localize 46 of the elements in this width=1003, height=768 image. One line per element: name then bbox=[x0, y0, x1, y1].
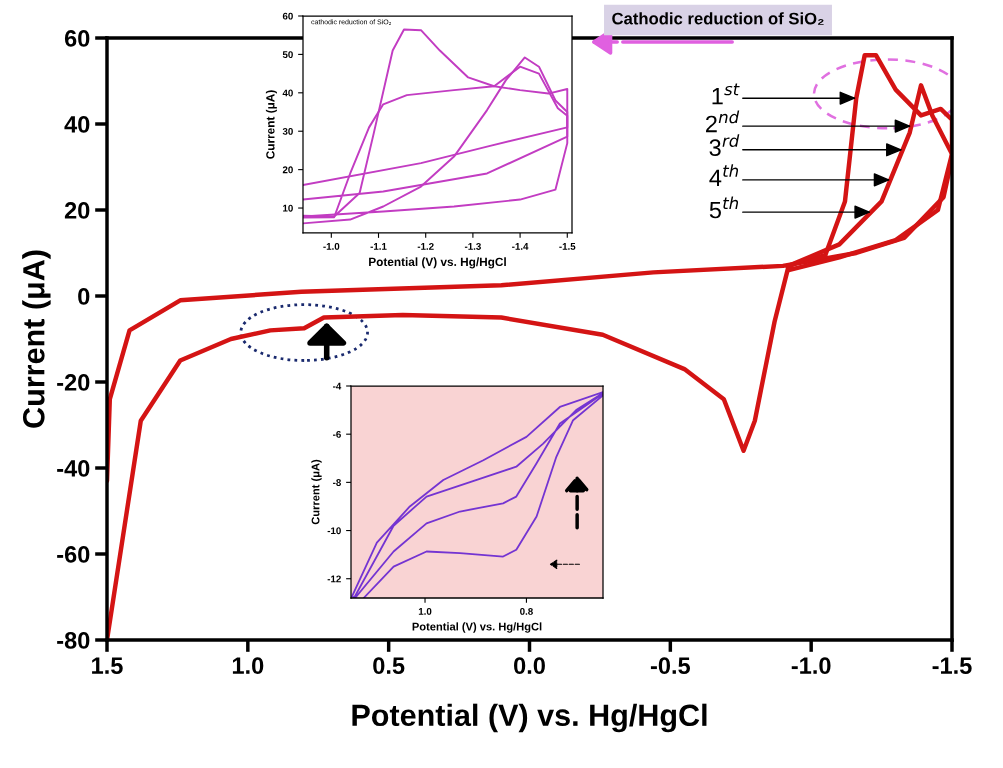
x-tick-label: -1.0 bbox=[323, 242, 340, 250]
y-tick-label: 50 bbox=[282, 51, 293, 59]
y-tick-label: -80 bbox=[57, 632, 90, 649]
y-tick-label: 10 bbox=[283, 204, 293, 212]
y-tick-label: 60 bbox=[282, 12, 293, 20]
x-tick-label: -1.5 bbox=[559, 243, 576, 250]
y-tick-label: 30 bbox=[282, 127, 293, 135]
x-tick-label: -1.0 bbox=[791, 657, 831, 675]
x-tick-label: -0.5 bbox=[650, 657, 691, 675]
annotation: 2$^{nd}$ bbox=[706, 110, 740, 133]
annotation: 4$^{th}$ bbox=[709, 164, 739, 186]
x-tick-label: 1.5 bbox=[92, 657, 123, 675]
x-tick-label: 0.0 bbox=[514, 657, 545, 675]
y-tick-label: 60 bbox=[64, 30, 90, 47]
y-tick-label: -40 bbox=[57, 460, 90, 477]
y-axis-title: Current (μA) bbox=[311, 459, 322, 525]
y-tick-label: -8 bbox=[333, 479, 341, 486]
y-tick-label: 20 bbox=[64, 202, 90, 219]
x-tick-label: 1.0 bbox=[418, 607, 432, 615]
y-tick-label: 20 bbox=[282, 166, 293, 174]
x-tick-label: 0.5 bbox=[373, 657, 405, 675]
text: Cathodic reduction of SiO₂ bbox=[612, 12, 824, 25]
y-axis-title: Current (μA) bbox=[22, 250, 51, 428]
x-axis-title: Potential (V) vs. Hg/HgCl bbox=[412, 622, 542, 633]
x-axis-title: Potential (V) vs. Hg/HgCl bbox=[352, 703, 707, 733]
annotation: 1$^{st}$ bbox=[712, 83, 740, 105]
x-tick-label: -1.2 bbox=[417, 242, 434, 250]
y-tick-label: 40 bbox=[64, 116, 90, 133]
x-tick-label: -1.3 bbox=[464, 242, 481, 250]
y-tick-label: 0 bbox=[78, 288, 90, 305]
x-tick-label: -1.4 bbox=[512, 243, 529, 250]
y-tick-label: -20 bbox=[57, 374, 90, 391]
y-tick-label: -6 bbox=[333, 430, 341, 438]
x-tick-label: -1.1 bbox=[370, 243, 387, 250]
y-axis-title: Current (μA) bbox=[265, 90, 277, 159]
annotation: 3$^{rd}$ bbox=[709, 134, 740, 157]
annotation: 5$^{th}$ bbox=[709, 196, 739, 219]
y-tick-label: 40 bbox=[282, 89, 293, 97]
x-tick-label: 0.8 bbox=[520, 607, 533, 615]
x-tick-label: 1.0 bbox=[232, 657, 264, 675]
x-axis-title: Potential (V) vs. Hg/HgCl bbox=[369, 257, 506, 269]
y-tick-label: -12 bbox=[327, 575, 341, 583]
y-tick-label: -10 bbox=[327, 527, 341, 535]
x-tick-label: -1.5 bbox=[932, 657, 972, 675]
y-tick-label: -4 bbox=[333, 382, 342, 390]
y-tick-label: -60 bbox=[57, 546, 90, 563]
